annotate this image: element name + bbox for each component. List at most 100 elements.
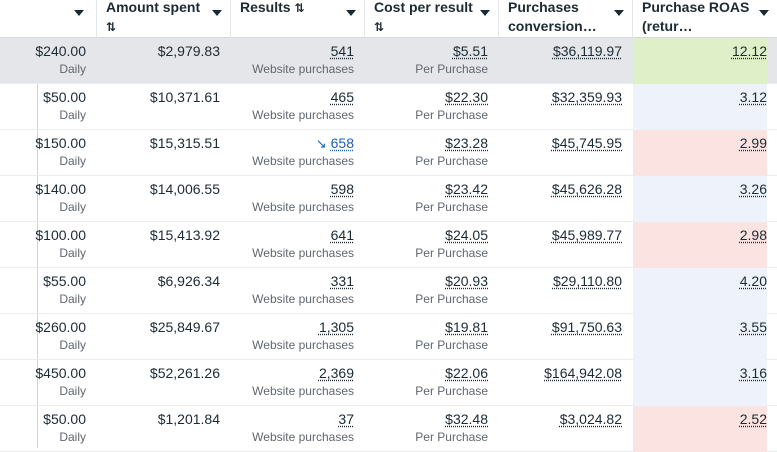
cell-conv: $36,119.97 <box>498 38 632 84</box>
cell-results: 641 Website purchases <box>230 222 364 268</box>
column-divider[interactable] <box>498 0 499 38</box>
cpr-value[interactable]: $22.06 <box>445 364 488 382</box>
roas-value[interactable]: 4.20 <box>740 272 767 290</box>
column-divider[interactable] <box>96 0 97 38</box>
cpr-text: $23.28 <box>445 135 488 151</box>
table-row[interactable]: $55.00 Daily $6,926.34 331 Website purchases… <box>0 268 777 314</box>
column-header-budget[interactable] <box>0 0 96 38</box>
cell-roas: 3.26 <box>632 176 777 222</box>
cpr-value[interactable]: $23.28 <box>445 134 488 152</box>
conv-text: $32,359.93 <box>551 89 622 105</box>
results-value[interactable]: 1,305 <box>319 318 354 336</box>
cpr-subtext: Per Purchase <box>415 108 488 122</box>
results-link[interactable]: 658 <box>330 135 354 151</box>
sort-arrows-icon[interactable]: ⇅ <box>374 20 385 34</box>
roas-value[interactable]: 3.12 <box>740 88 767 106</box>
roas-value[interactable]: 3.16 <box>740 364 767 382</box>
chevron-down-icon[interactable] <box>346 10 356 16</box>
cpr-value[interactable]: $5.51 <box>453 42 488 60</box>
cpr-value[interactable]: $23.42 <box>445 180 488 198</box>
cell-results: 465 Website purchases <box>230 84 364 130</box>
amount-value: $14,006.55 <box>150 180 220 198</box>
results-value[interactable]: 541 <box>331 42 354 60</box>
cell-results: ↘ 658 Website purchases <box>230 130 364 176</box>
roas-value[interactable]: 12.12 <box>732 42 767 60</box>
roas-value[interactable]: 2.98 <box>740 226 767 244</box>
conv-value[interactable]: $3,024.82 <box>560 410 622 428</box>
roas-value[interactable]: 2.99 <box>740 134 767 152</box>
budget-subtext: Daily <box>59 430 86 444</box>
budget-text: $50.00 <box>43 411 86 427</box>
table-row[interactable]: $100.00 Daily $15,413.92 641 Website purchas… <box>0 222 777 268</box>
budget-value: $240.00 <box>35 42 86 60</box>
results-subtext: Website purchases <box>252 338 354 352</box>
chevron-down-icon[interactable] <box>759 10 769 16</box>
cpr-subtext: Per Purchase <box>415 62 488 76</box>
table-row[interactable]: $150.00 Daily $15,315.51 ↘ 658 Website purcha… <box>0 130 777 176</box>
sort-arrows-icon[interactable]: ⇅ <box>294 1 305 15</box>
amount-text: $15,315.51 <box>149 135 220 151</box>
conv-value[interactable]: $29,110.80 <box>553 272 622 290</box>
amount-text: $25,849.67 <box>149 319 220 335</box>
table-row[interactable]: $50.00 Daily $1,201.84 37 Website purchases $… <box>0 406 777 452</box>
conv-value[interactable]: $45,745.95 <box>552 134 622 152</box>
results-value[interactable]: 37 <box>338 410 354 428</box>
amount-text: $15,413.92 <box>149 227 220 243</box>
column-divider[interactable] <box>230 0 231 38</box>
results-value[interactable]: ↘ 658 <box>316 134 354 153</box>
column-header-results[interactable]: Results ⇅ <box>230 0 364 38</box>
results-value[interactable]: 331 <box>331 272 354 290</box>
results-value[interactable]: 598 <box>331 180 354 198</box>
table-row[interactable]: $50.00 Daily $10,371.61 465 Website purchase… <box>0 84 777 130</box>
column-divider[interactable] <box>632 0 633 38</box>
conv-value[interactable]: $91,750.63 <box>552 318 622 336</box>
roas-value[interactable]: 3.55 <box>740 318 767 336</box>
column-header-cpr[interactable]: Cost per result ⇅ <box>364 0 498 38</box>
roas-value[interactable]: 3.26 <box>740 180 767 198</box>
cell-budget: $150.00 Daily <box>0 130 96 176</box>
cell-amount: $25,849.67 <box>96 314 230 360</box>
conv-value[interactable]: $36,119.97 <box>553 42 622 60</box>
cell-budget: $50.00 Daily <box>0 84 96 130</box>
budget-subtext: Daily <box>59 384 86 398</box>
cpr-value[interactable]: $32.48 <box>445 410 488 428</box>
conv-value[interactable]: $45,626.28 <box>552 180 622 198</box>
chevron-down-icon[interactable] <box>74 10 84 16</box>
cpr-value[interactable]: $20.93 <box>445 272 488 290</box>
cell-cpr: $19.81 Per Purchase <box>364 314 498 360</box>
amount-value: $25,849.67 <box>150 318 220 336</box>
conv-value[interactable]: $45,989.77 <box>552 226 622 244</box>
chevron-down-icon[interactable] <box>212 10 222 16</box>
sort-arrows-icon[interactable]: ⇅ <box>106 20 117 34</box>
table-row[interactable]: $140.00 Daily $14,006.55 598 Website purchas… <box>0 176 777 222</box>
roas-text: 2.98 <box>739 227 767 243</box>
conv-value[interactable]: $164,942.08 <box>544 364 622 382</box>
cpr-value[interactable]: $24.05 <box>445 226 488 244</box>
chevron-down-icon[interactable] <box>614 10 624 16</box>
cpr-text: $23.42 <box>445 181 488 197</box>
cpr-value[interactable]: $19.81 <box>445 318 488 336</box>
roas-highlight <box>633 176 767 222</box>
table-row[interactable]: $260.00 Daily $25,849.67 1,305 Website purch… <box>0 314 777 360</box>
results-value[interactable]: 2,369 <box>319 364 354 382</box>
budget-text: $100.00 <box>35 227 86 243</box>
roas-highlight <box>633 268 767 314</box>
chevron-down-icon[interactable] <box>480 10 490 16</box>
conv-value[interactable]: $32,359.93 <box>552 88 622 106</box>
amount-value: $1,201.84 <box>158 410 220 428</box>
table-row[interactable]: $450.00 Daily $52,261.26 2,369 Website purch… <box>0 360 777 406</box>
column-title-cpr: Cost per result ⇅ <box>374 0 473 34</box>
column-title-results: Results ⇅ <box>240 0 305 15</box>
budget-value: $150.00 <box>35 134 86 152</box>
column-header-roas[interactable]: Purchase ROAS (retur… <box>632 0 777 38</box>
results-value[interactable]: 641 <box>331 226 354 244</box>
frozen-column-divider <box>0 0 38 448</box>
column-divider[interactable] <box>364 0 365 38</box>
roas-value[interactable]: 2.52 <box>740 410 767 428</box>
results-value[interactable]: 465 <box>331 88 354 106</box>
cpr-value[interactable]: $22.30 <box>445 88 488 106</box>
table-row[interactable]: $240.00 Daily $2,979.83 541 Website purchase… <box>0 38 777 84</box>
column-header-amount[interactable]: Amount spent ⇅ <box>96 0 230 38</box>
column-header-conv[interactable]: Purchases conversion… <box>498 0 632 38</box>
cell-conv: $91,750.63 <box>498 314 632 360</box>
